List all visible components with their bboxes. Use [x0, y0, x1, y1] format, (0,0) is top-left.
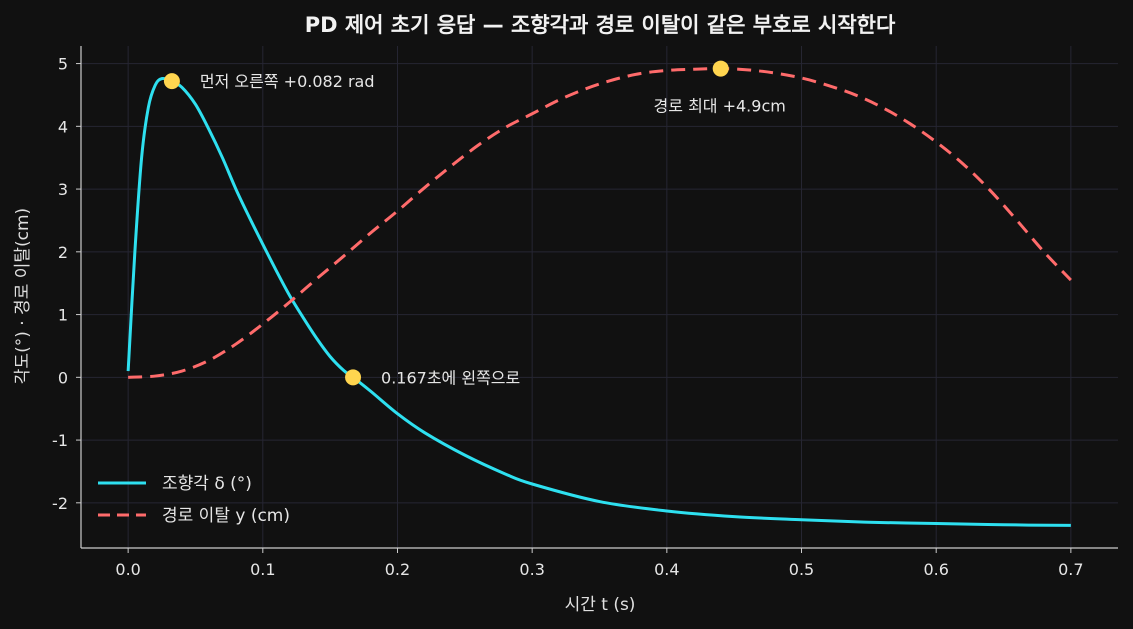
y-tick-label-1: -1 — [52, 431, 68, 450]
grid — [81, 46, 1118, 548]
y-tick-label-0: -2 — [52, 494, 68, 513]
legend-label-path-deviation: 경로 이탈 y (cm) — [162, 506, 290, 526]
x-tick-label-3: 0.3 — [519, 560, 544, 579]
x-tick-label-1: 0.1 — [250, 560, 275, 579]
x-tick-label-4: 0.4 — [654, 560, 679, 579]
annotation-label-2: 경로 최대 +4.9cm — [654, 97, 786, 116]
chart-title: PD 제어 초기 응답 — 조향각과 경로 이탈이 같은 부호로 시작한다 — [305, 13, 896, 37]
highlight-marker-0 — [163, 73, 180, 90]
markers-layer: 먼저 오른쪽 +0.082 rad 0.167초에 왼쪽으로 경로 최대 +4.9c… — [163, 60, 786, 387]
y-tick-label-2: 0 — [58, 368, 68, 387]
annotation-label-1: 0.167초에 왼쪽으로 — [381, 368, 520, 387]
highlight-marker-1 — [345, 369, 362, 386]
x-tick-label-5: 0.5 — [789, 560, 814, 579]
legend-label-steering: 조향각 δ (°) — [162, 474, 252, 494]
y-tick-label-7: 5 — [58, 55, 68, 74]
axes: 0.0 0.1 0.2 0.3 0.4 0.5 0.6 0.7 -2 -1 0 1 2 3 4 5 — [52, 46, 1118, 579]
legend: 조향각 δ (°) 경로 이탈 y (cm) — [98, 474, 290, 526]
x-tick-label-6: 0.6 — [923, 560, 948, 579]
y-tick-label-3: 1 — [58, 306, 68, 325]
highlight-marker-2 — [712, 60, 729, 77]
y-tick-label-5: 3 — [58, 180, 68, 199]
x-tick-label-0: 0.0 — [115, 560, 140, 579]
y-tick-label-6: 4 — [58, 117, 68, 136]
x-tick-label-7: 0.7 — [1058, 560, 1083, 579]
annotation-label-0: 먼저 오른쪽 +0.082 rad — [200, 72, 375, 91]
x-tick-label-2: 0.2 — [385, 560, 410, 579]
y-tick-label-4: 2 — [58, 243, 68, 262]
y-axis-label: 각도(°) · 경로 이탈(cm) — [13, 208, 33, 384]
series-line-path-deviation — [128, 67, 1072, 379]
x-axis-label: 시간 t (s) — [565, 595, 636, 615]
